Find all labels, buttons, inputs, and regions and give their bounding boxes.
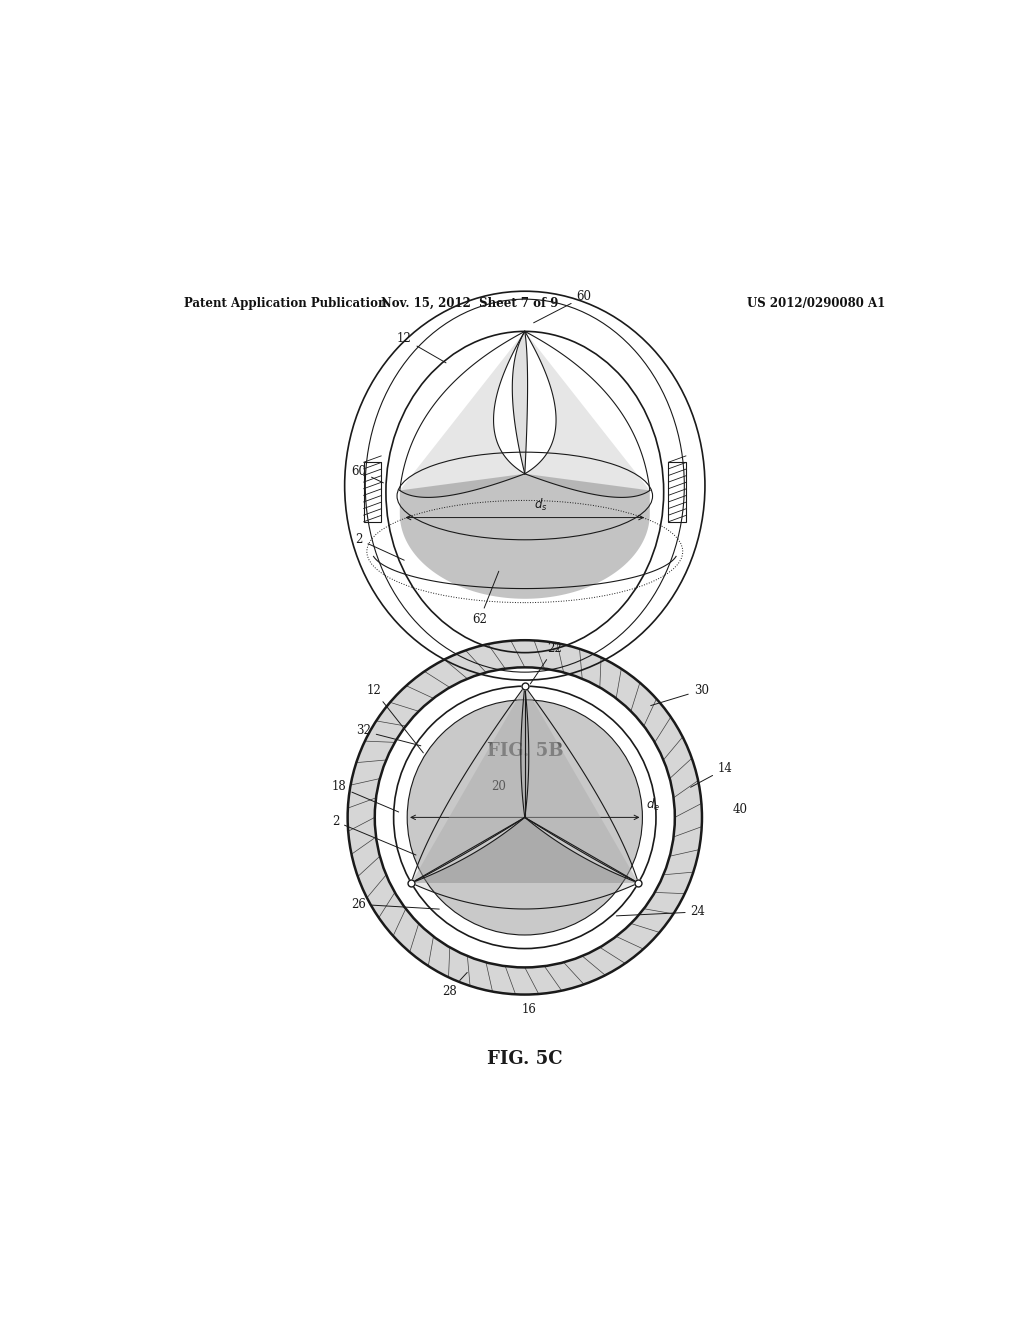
Polygon shape — [412, 686, 528, 883]
Polygon shape — [412, 817, 638, 883]
Text: 2: 2 — [332, 814, 416, 855]
Text: 28: 28 — [442, 973, 467, 998]
Text: 12: 12 — [397, 333, 446, 363]
Text: 40: 40 — [733, 804, 748, 816]
Polygon shape — [521, 686, 638, 883]
Bar — [669, 462, 686, 521]
Polygon shape — [399, 331, 524, 498]
Text: 32: 32 — [356, 725, 421, 746]
Polygon shape — [412, 686, 524, 883]
Text: US 2012/0290080 A1: US 2012/0290080 A1 — [748, 297, 886, 310]
Text: $d_s$: $d_s$ — [534, 496, 548, 512]
Polygon shape — [524, 331, 650, 498]
Text: Nov. 15, 2012  Sheet 7 of 9: Nov. 15, 2012 Sheet 7 of 9 — [381, 297, 558, 310]
Text: Patent Application Publication: Patent Application Publication — [183, 297, 386, 310]
Text: 20: 20 — [492, 780, 507, 793]
Circle shape — [408, 700, 642, 935]
Text: 60: 60 — [534, 290, 592, 323]
Text: 2: 2 — [355, 533, 404, 560]
Text: 26: 26 — [351, 898, 439, 911]
Text: 18: 18 — [332, 780, 398, 812]
Text: 14: 14 — [690, 762, 733, 787]
Polygon shape — [347, 640, 702, 994]
Text: 30: 30 — [650, 684, 709, 706]
Polygon shape — [412, 817, 638, 909]
Text: 62: 62 — [472, 572, 499, 627]
Bar — [364, 462, 381, 521]
Polygon shape — [399, 474, 650, 599]
Text: 60: 60 — [351, 465, 383, 483]
Polygon shape — [524, 686, 638, 883]
Text: FIG. 5B: FIG. 5B — [486, 742, 563, 760]
Text: 22: 22 — [530, 642, 562, 684]
Text: FIG. 5C: FIG. 5C — [487, 1049, 562, 1068]
Text: $d_e$: $d_e$ — [646, 797, 660, 813]
Text: 12: 12 — [367, 684, 423, 752]
Polygon shape — [512, 331, 527, 474]
Text: 16: 16 — [521, 1003, 537, 1016]
Text: 24: 24 — [616, 906, 706, 919]
